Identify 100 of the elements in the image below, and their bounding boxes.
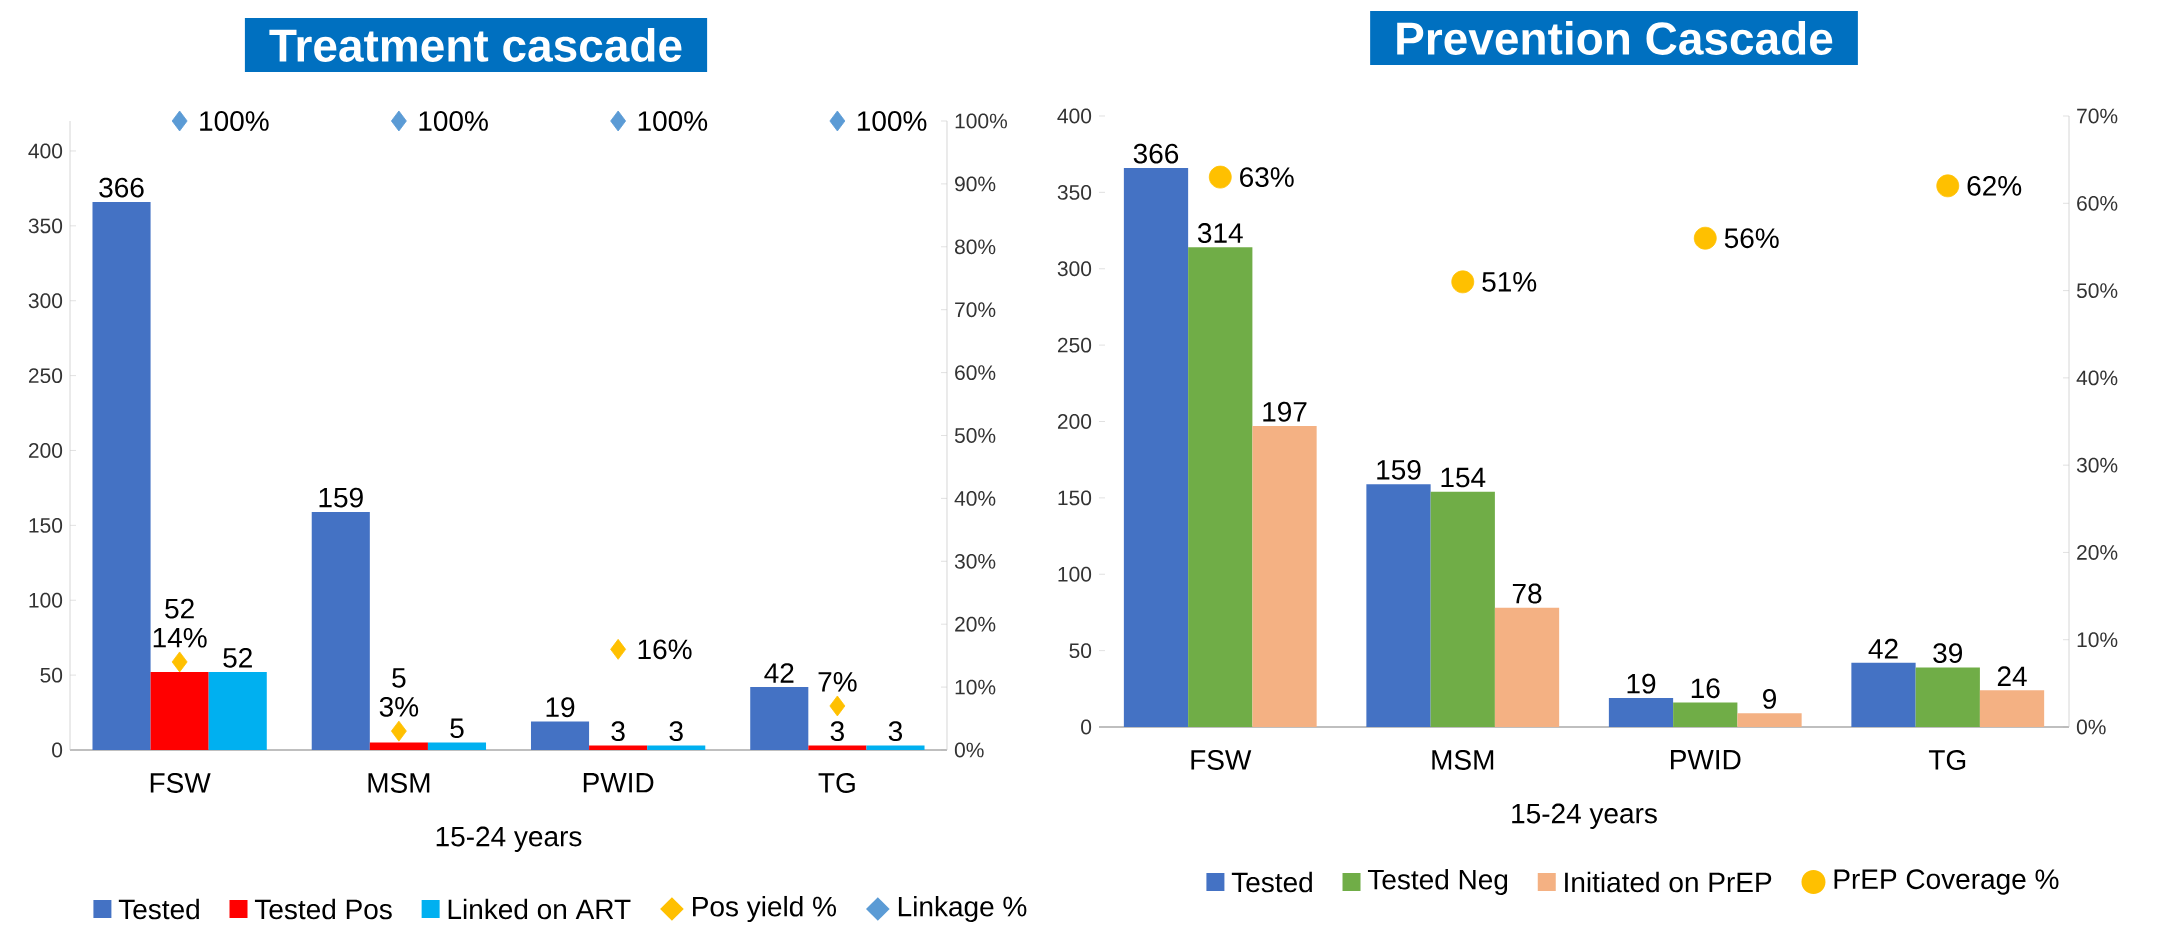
data-label: 197 [1263, 401, 1307, 422]
bar [1737, 713, 1802, 727]
y-tick-label: 250 [1057, 337, 1092, 353]
data-label: 63% [1240, 167, 1294, 188]
data-label: 62% [1967, 175, 2022, 196]
data-label: 56% [1724, 228, 1779, 249]
y-tick-label: 350 [1057, 184, 1092, 200]
legend-label: Initiated on PrEP [1565, 871, 1772, 893]
bar [1979, 690, 2045, 727]
bar [866, 745, 925, 750]
data-label: 100% [857, 111, 927, 131]
chart-title: Treatment cascade [269, 28, 682, 62]
legend-label: Tested [118, 898, 199, 920]
bar [1851, 662, 1916, 727]
data-label: 7% [818, 671, 857, 692]
x-tick-label: FSW [150, 773, 211, 793]
bar [1430, 491, 1495, 727]
bar [208, 672, 267, 750]
data-label: 52 [165, 598, 194, 619]
y-tick-label: 100 [29, 592, 63, 608]
legend-label: Tested Neg [1367, 868, 1508, 896]
y-tick-label: 200 [1057, 414, 1092, 429]
point [390, 110, 407, 132]
data-label: 14% [153, 627, 207, 648]
point [390, 720, 407, 742]
y2-tick-label: 70% [2077, 108, 2118, 124]
point [829, 110, 846, 132]
bar [1673, 702, 1738, 727]
data-label: 52 [223, 647, 252, 668]
point [171, 651, 188, 673]
data-label: 3% [379, 696, 419, 717]
y-tick-label: 400 [28, 143, 63, 159]
y-tick-label: 200 [28, 443, 63, 458]
point [1936, 174, 1960, 198]
data-label: 100% [200, 111, 269, 131]
y2-tick-label: 30% [954, 553, 996, 569]
data-label: 78 [1512, 583, 1542, 604]
legend-label: Linkage % [898, 895, 1027, 923]
y-tick-label: 300 [1057, 261, 1092, 277]
point [1208, 165, 1232, 189]
bar [1252, 426, 1317, 727]
data-label: 51% [1482, 271, 1537, 292]
data-label: 42 [1868, 638, 1898, 659]
bar [1494, 607, 1560, 727]
y2-tick-label: 10% [2077, 632, 2118, 648]
data-label: 42 [764, 663, 794, 683]
legend-label: PrEP Coverage % [1834, 869, 2059, 895]
y-tick-label: 400 [1057, 108, 1092, 124]
x-axis-title: 15-24 years [1512, 803, 1657, 829]
bar [1915, 667, 1980, 727]
y-tick-label: 300 [28, 293, 63, 309]
point [829, 695, 846, 717]
x-axis-title: 15-24 years [436, 826, 582, 852]
x-tick-label: TG [1928, 750, 1966, 770]
data-label: 159 [319, 487, 363, 508]
y2-tick-label: 80% [954, 239, 996, 255]
data-label: 3 [611, 721, 625, 742]
bar [150, 672, 209, 750]
data-label: 24 [1997, 666, 2027, 686]
y2-tick-label: 50% [2076, 283, 2118, 299]
y-tick-label: 350 [28, 218, 63, 234]
y2-tick-label: 60% [2077, 195, 2118, 211]
y2-tick-label: 100% [955, 113, 1008, 129]
y-tick-label: 50 [40, 667, 63, 683]
bar [311, 511, 370, 750]
point [1693, 226, 1717, 250]
bar [1188, 247, 1253, 727]
y-tick-label: 250 [28, 368, 63, 384]
legend-label: Tested [1231, 871, 1312, 893]
legend-label: Tested Pos [254, 898, 392, 920]
data-label: 16% [638, 639, 692, 660]
bar [92, 201, 151, 750]
bar [1123, 167, 1189, 727]
x-tick-label: MSM [1432, 750, 1494, 770]
bar [1366, 484, 1431, 727]
y2-tick-label: 60% [955, 365, 996, 381]
y2-tick-label: 50% [954, 428, 996, 443]
y2-tick-label: 90% [955, 176, 996, 192]
chart-title: Prevention Cascade [1397, 21, 1833, 55]
point [610, 110, 627, 132]
x-tick-label: MSM [368, 773, 430, 793]
y2-tick-label: 0% [2076, 719, 2106, 735]
x-tick-label: PWID [583, 773, 654, 793]
y-tick-label: 150 [1058, 490, 1092, 506]
x-tick-label: TG [818, 773, 855, 793]
bar [369, 742, 428, 750]
legend-label: Linked on ART [448, 898, 631, 920]
legend-label: Pos yield % [693, 895, 836, 923]
data-label: 3 [888, 721, 903, 742]
y2-tick-label: 20% [955, 616, 996, 632]
y-tick-label: 50 [1069, 643, 1092, 659]
y2-tick-label: 30% [2076, 457, 2118, 473]
data-label: 366 [1133, 143, 1179, 164]
data-label: 100% [419, 111, 488, 131]
data-label: 159 [1377, 459, 1421, 480]
data-label: 16 [1691, 678, 1720, 699]
data-label: 39 [1933, 643, 1962, 664]
x-tick-label: FSW [1191, 750, 1252, 770]
data-label: 3 [830, 721, 844, 742]
data-label: 100% [638, 111, 708, 131]
